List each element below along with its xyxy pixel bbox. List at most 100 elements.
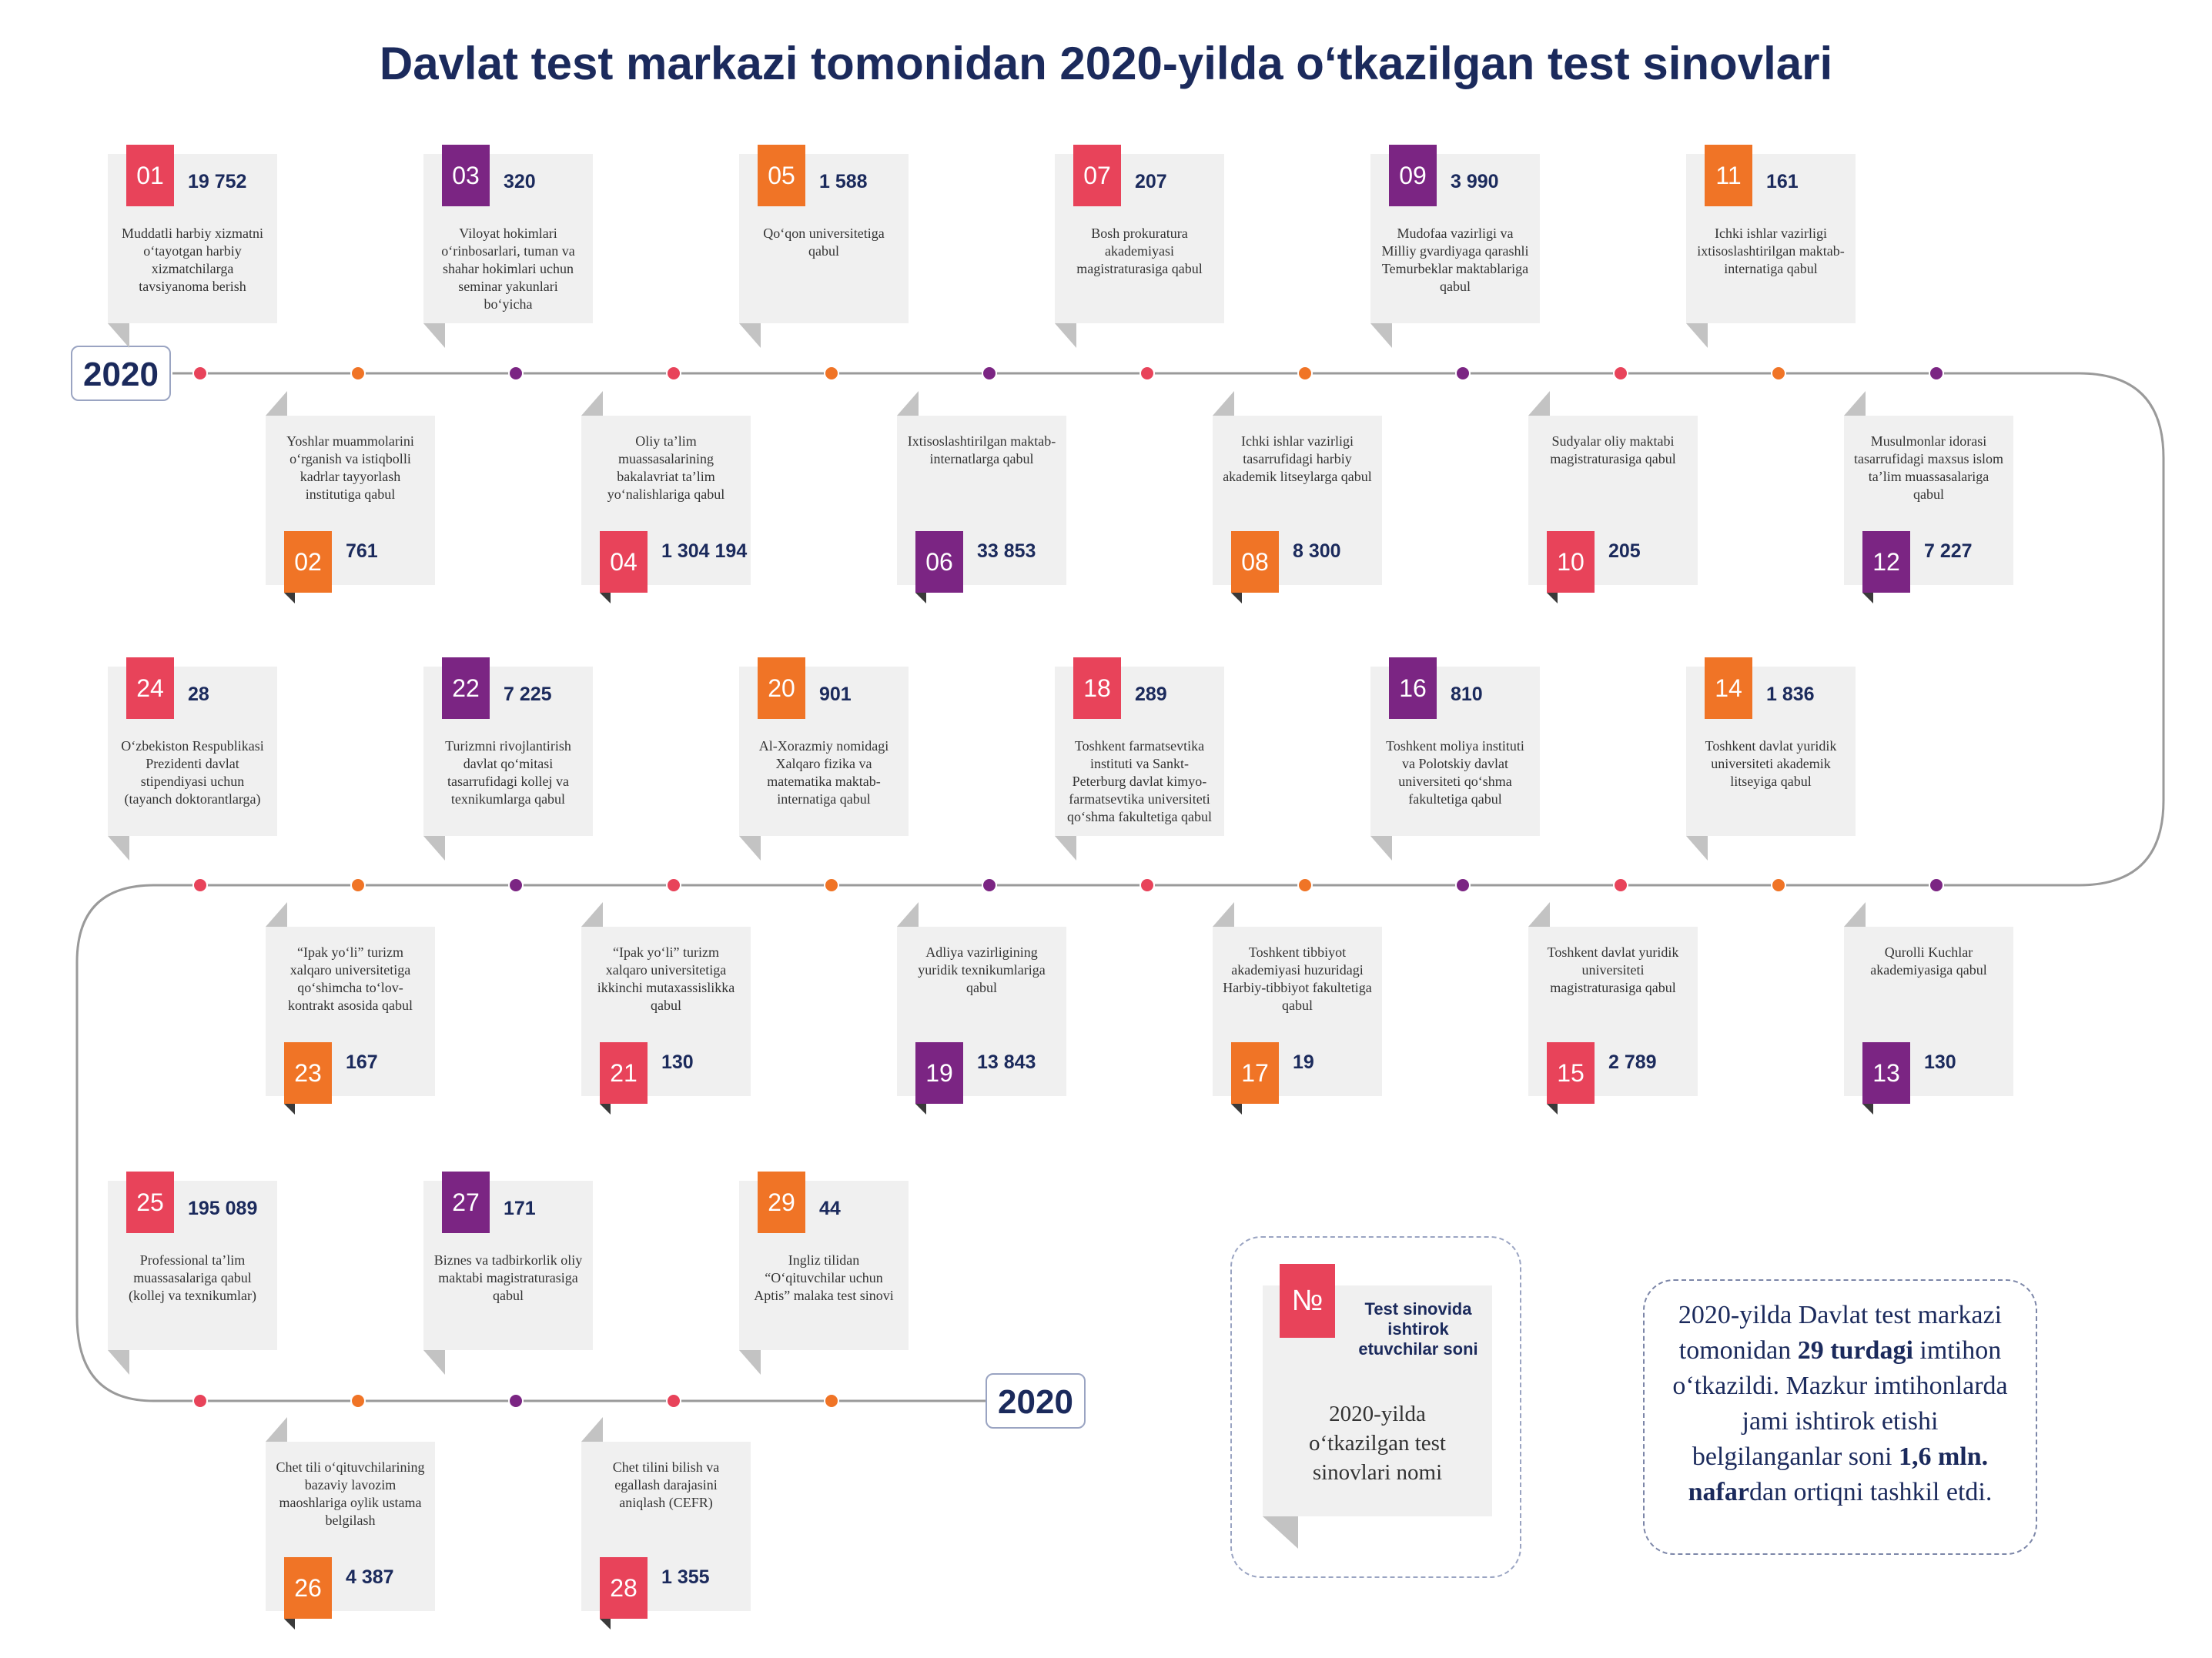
card-fold <box>1213 902 1234 927</box>
card-participant-count: 19 752 <box>188 171 247 192</box>
card-participant-count: 901 <box>819 684 852 705</box>
card-fold <box>581 391 603 416</box>
badge-fold <box>1547 593 1558 603</box>
card-number-badge: 11 <box>1705 145 1752 206</box>
card-participant-count: 161 <box>1766 171 1799 192</box>
test-card-22: 22 7 225 Turizmni rivojlantirish davlat qo… <box>423 657 593 861</box>
legend-card-fold <box>1263 1516 1298 1549</box>
card-fold <box>266 902 287 927</box>
card-fold <box>1370 836 1392 861</box>
card-test-name: Professional ta’lim muassasalariga qabul… <box>129 1252 256 1303</box>
test-card-11: 11 161 Ichki ishlar vazirligi ixtisoslasht… <box>1686 145 1856 348</box>
badge-fold <box>600 593 611 603</box>
card-test-name: Toshkent farmatsevtika instituti va Sank… <box>1067 738 1212 824</box>
card-participant-count: 3 990 <box>1451 171 1499 192</box>
card-fold <box>581 1417 603 1442</box>
timeline-dot-29 <box>824 1393 839 1409</box>
card-number-badge: 20 <box>758 657 805 719</box>
card-participant-count: 1 836 <box>1766 684 1815 705</box>
timeline-dot-15 <box>1613 877 1628 893</box>
test-card-27: 27 171 Biznes va tadbirkorlik oliy maktabi… <box>423 1172 593 1375</box>
card-test-name: Qurolli Kuchlar akademiyasiga qabul <box>1870 944 1987 978</box>
legend-badge: № <box>1280 1264 1335 1338</box>
card-test-name: Turizmni rivojlantirish davlat qo‘mitasi… <box>445 738 571 807</box>
test-card-21: 21 130 “Ipak yo‘li” turizm xalqaro univers… <box>581 902 751 1115</box>
card-participant-count: 1 304 194 <box>661 540 748 562</box>
summary-bold-2: 1,6 mln. nafar <box>1688 1442 1989 1506</box>
card-fold <box>108 836 129 861</box>
legend-card: № Test sinovida ishtirok etuvchilar soni… <box>1263 1264 1492 1549</box>
badge-fold <box>1231 1104 1242 1115</box>
card-participant-count: 2 789 <box>1608 1051 1657 1073</box>
card-fold <box>423 1350 445 1375</box>
test-card-12: 12 7 227 Musulmonlar idorasi tasarrufidagi… <box>1844 391 2013 603</box>
card-participant-count: 761 <box>346 540 378 562</box>
card-participant-count: 195 089 <box>188 1198 258 1219</box>
card-fold <box>1844 902 1866 927</box>
timeline-dot-14 <box>1771 877 1786 893</box>
card-test-name: Ixtisoslashtirilgan maktab-internatlarga… <box>907 433 1056 466</box>
card-fold <box>266 391 287 416</box>
card-number-badge: 21 <box>600 1042 648 1104</box>
test-card-06: 06 33 853 Ixtisoslashtirilgan maktab-inter… <box>897 391 1066 603</box>
card-test-name: “Ipak yo‘li” turizm xalqaro universiteti… <box>597 944 735 1013</box>
card-fold <box>581 902 603 927</box>
card-participant-count: 289 <box>1135 684 1167 705</box>
card-fold <box>1528 902 1550 927</box>
card-participant-count: 320 <box>504 171 536 192</box>
test-card-09: 09 3 990 Mudofaa vazirligi va Milliy gvard… <box>1370 145 1540 348</box>
timeline-dot-03 <box>508 366 524 381</box>
timeline-dot-18 <box>1139 877 1155 893</box>
test-card-10: 10 205 Sudyalar oliy maktabi magistraturas… <box>1528 391 1698 603</box>
card-participant-count: 171 <box>504 1198 536 1219</box>
card-fold <box>739 323 761 348</box>
card-test-name: Musulmonlar idorasi tasarrufidagi maxsus… <box>1854 433 2003 502</box>
timeline-dot-23 <box>350 877 366 893</box>
test-card-02: 02 761 Yoshlar muammolarini o‘rganish va i… <box>266 391 435 603</box>
card-test-name: Toshkent davlat yuridik universiteti mag… <box>1547 944 1679 995</box>
test-card-03: 03 320 Viloyat hokimlari o‘rinbosarlari, t… <box>423 145 593 348</box>
card-test-name: Yoshlar muammolarini o‘rganish va istiqb… <box>286 433 414 502</box>
test-card-01: 01 19 752 Muddatli harbiy xizmatni o‘tayot… <box>108 145 277 348</box>
card-number-badge: 22 <box>442 657 490 719</box>
badge-fold <box>915 1104 926 1115</box>
timeline-dot-25 <box>192 1393 208 1409</box>
card-participant-count: 1 588 <box>819 171 868 192</box>
badge-fold <box>1231 593 1242 603</box>
card-test-name: Ichki ishlar vazirligi tasarrufidagi har… <box>1223 433 1372 484</box>
timeline-dot-01 <box>192 366 208 381</box>
card-participant-count: 33 853 <box>977 540 1036 562</box>
card-test-name: Mudofaa vazirligi va Milliy gvardiyaga q… <box>1381 226 1529 294</box>
timeline-dot-02 <box>350 366 366 381</box>
card-number-badge: 04 <box>600 531 648 593</box>
card-number-badge: 07 <box>1073 145 1121 206</box>
card-participant-count: 130 <box>1924 1051 1956 1073</box>
card-test-name: Toshkent moliya instituti va Polotskiy d… <box>1386 738 1524 807</box>
card-participant-count: 207 <box>1135 171 1167 192</box>
card-participant-count: 28 <box>188 684 209 705</box>
badge-fold <box>600 1619 611 1630</box>
test-card-20: 20 901 Al-Xorazmiy nomidagi Xalqaro fizika… <box>739 657 909 861</box>
card-fold <box>1370 323 1392 348</box>
year-label-end: 2020 <box>986 1373 1086 1429</box>
card-number-badge: 12 <box>1862 531 1910 593</box>
card-test-name: Chet tilini bilish va egallash darajasin… <box>612 1459 720 1510</box>
timeline-dot-09 <box>1455 366 1471 381</box>
timeline-dot-05 <box>824 366 839 381</box>
card-test-name: Al-Xorazmiy nomidagi Xalqaro fizika va m… <box>758 738 889 807</box>
card-fold <box>1686 836 1708 861</box>
card-participant-count: 44 <box>819 1198 841 1219</box>
badge-fold <box>284 1619 295 1630</box>
card-participant-count: 19 <box>1293 1051 1314 1073</box>
card-number-badge: 15 <box>1547 1042 1595 1104</box>
legend-count-label: Test sinovida ishtirok etuvchilar soni <box>1358 1299 1478 1359</box>
card-number-badge: 18 <box>1073 657 1121 719</box>
card-test-name: O‘zbekiston Respublikasi Prezidenti davl… <box>121 738 264 807</box>
card-number-badge: 27 <box>442 1172 490 1233</box>
card-number-badge: 14 <box>1705 657 1752 719</box>
timeline-dot-20 <box>824 877 839 893</box>
timeline-dot-22 <box>508 877 524 893</box>
test-card-19: 19 13 843 Adliya vazirligining yuridik tex… <box>897 902 1066 1115</box>
card-number-badge: 19 <box>915 1042 963 1104</box>
card-test-name: Sudyalar oliy maktabi magistraturasiga q… <box>1550 433 1676 466</box>
